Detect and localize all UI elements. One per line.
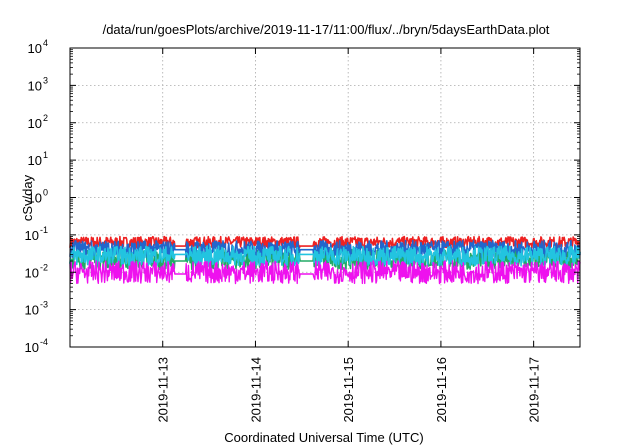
y-tick-label: 101 (28, 150, 48, 168)
series-line (69, 245, 581, 267)
y-tick-label: 103 (28, 75, 48, 93)
y-tick-label: 10-2 (25, 262, 48, 280)
x-tick-label: 2019-11-14 (248, 357, 263, 423)
x-tick-label: 2019-11-15 (341, 357, 356, 423)
y-axis-label: cSv/day (20, 174, 35, 221)
series-group (69, 235, 581, 285)
y-tick-label: 10-1 (25, 225, 48, 243)
series-line (69, 239, 581, 259)
x-axis-label: Coordinated Universal Time (UTC) (224, 430, 423, 445)
x-tick-label: 2019-11-17 (527, 357, 542, 423)
x-tick-label: 2019-11-16 (434, 357, 449, 423)
series-line (69, 260, 581, 285)
x-axis: 2019-11-13 2019-11-14 2019-11-15 2019-11-16… (156, 48, 542, 423)
chart-title: /data/run/goesPlots/archive/2019-11-17/1… (103, 22, 550, 37)
x-tick-label: 2019-11-13 (156, 357, 171, 423)
grid (70, 48, 580, 347)
y-tick-label: 104 (28, 38, 48, 56)
y-tick-label: 10-4 (25, 337, 48, 355)
y-tick-label: 10-3 (25, 300, 48, 318)
y-tick-label: 102 (28, 113, 48, 131)
